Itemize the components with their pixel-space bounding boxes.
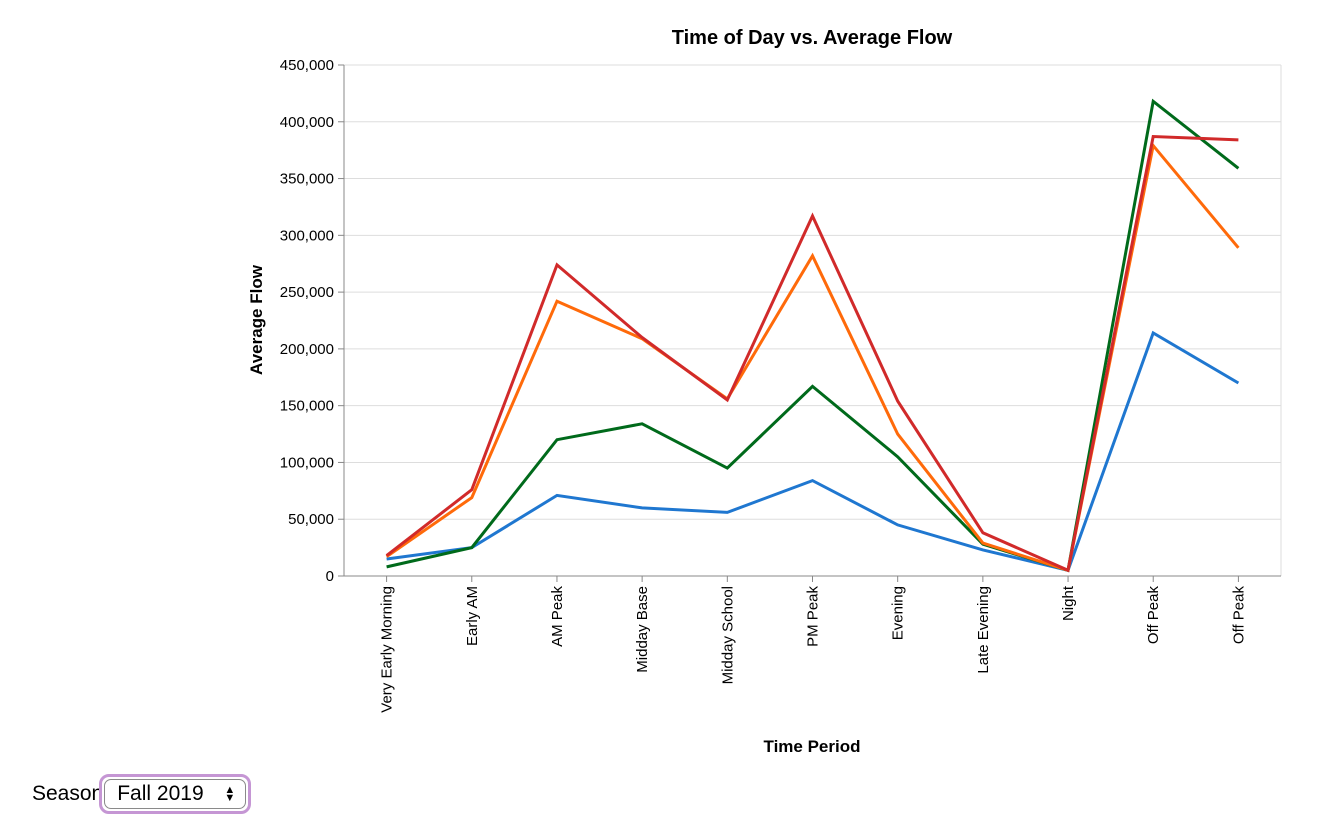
y-axis-ticks: 0 50,000 100,000 150,000 200,000 250,000 300,0…: [280, 57, 344, 585]
chevron-up-icon: ▲: [224, 784, 236, 796]
y-tick-label: 100,000: [280, 454, 334, 471]
x-axis-ticks: Very Early Morning Early AM AM Peak Midday …: [379, 576, 1247, 713]
y-tick-label: 350,000: [280, 171, 334, 188]
line-chart: Time of Day vs. Average Flow 0 50,000 100,…: [247, 27, 1282, 756]
x-axis-title: Time Period: [764, 737, 861, 756]
x-tick-label: AM Peak: [549, 586, 566, 647]
y-tick-label: 250,000: [280, 284, 334, 301]
season-control: Season Fall 2019 ▲ ▼: [32, 772, 252, 816]
y-tick-label: 300,000: [280, 227, 334, 244]
x-tick-label: Late Evening: [975, 586, 992, 674]
axes: [343, 65, 1281, 577]
x-tick-label: Very Early Morning: [379, 586, 396, 713]
series-line: [386, 98, 1240, 573]
chart-title: Time of Day vs. Average Flow: [672, 27, 953, 49]
y-tick-label: 400,000: [280, 114, 334, 131]
x-tick-label: Evening: [890, 586, 907, 640]
select-arrows-icon: ▲ ▼: [224, 784, 236, 804]
y-tick-label: 50,000: [288, 511, 334, 528]
x-tick-label: Midday Base: [634, 586, 651, 673]
y-axis-title: Average Flow: [247, 264, 266, 375]
series-line: [385, 134, 1239, 573]
chevron-down-icon: ▼: [224, 792, 236, 804]
series-lines: [385, 98, 1240, 573]
x-tick-label: PM Peak: [805, 586, 822, 647]
season-select[interactable]: Fall 2019 ▲ ▼: [104, 779, 247, 809]
season-label: Season: [32, 782, 104, 805]
x-tick-label: Night: [1060, 585, 1077, 621]
x-tick-label: Early AM: [464, 586, 481, 646]
x-tick-label: Off Peak: [1145, 586, 1162, 645]
y-tick-label: 450,000: [280, 57, 334, 74]
season-select-focus-ring: Fall 2019 ▲ ▼: [99, 774, 252, 814]
chart-container: Time of Day vs. Average Flow 0 50,000 100,…: [247, 27, 1282, 756]
grid-lines: [344, 64, 1282, 577]
season-select-value: Fall 2019: [117, 782, 204, 805]
x-tick-label: Off Peak: [1230, 586, 1247, 645]
y-tick-label: 0: [326, 568, 334, 585]
x-tick-label: Midday School: [719, 586, 736, 684]
y-tick-label: 200,000: [280, 341, 334, 358]
y-tick-label: 150,000: [280, 398, 334, 415]
series-line: [386, 330, 1240, 573]
